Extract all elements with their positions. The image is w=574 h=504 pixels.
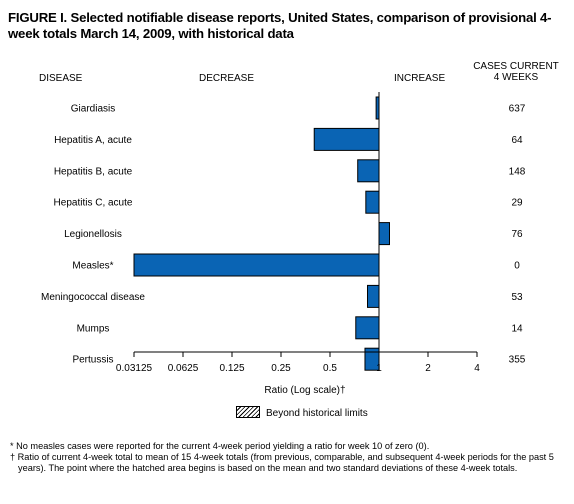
category-label: Hepatitis B, acute <box>54 166 133 177</box>
x-tick-label: 1 <box>376 363 382 374</box>
x-tick-label: 0.125 <box>219 363 244 374</box>
case-count: 29 <box>511 198 523 209</box>
legend-label: Beyond historical limits <box>266 408 368 419</box>
case-counts: 637 64 148 29 76 0 53 14 355 <box>509 104 526 366</box>
case-count: 14 <box>511 323 523 334</box>
decrease-header: DECREASE <box>199 73 255 84</box>
x-tick-label: 2 <box>425 363 431 374</box>
category-label: Measles* <box>72 261 113 272</box>
bar <box>133 253 380 277</box>
x-axis-label: Ratio (Log scale)† <box>264 385 345 396</box>
cases-header-line2: 4 WEEKS <box>493 72 539 83</box>
legend: Beyond historical limits <box>236 406 368 419</box>
category-label: Legionellosis <box>64 229 122 240</box>
bar <box>365 190 380 214</box>
bar <box>378 222 390 246</box>
x-tick-label: 0.25 <box>271 363 291 374</box>
footnote-dagger: † Ratio of current 4-week total to mean … <box>10 452 554 473</box>
bars <box>133 96 390 371</box>
footnote-star: * No measles cases were reported for the… <box>10 441 430 451</box>
case-count: 76 <box>511 229 523 240</box>
category-label: Hepatitis A, acute <box>54 135 132 146</box>
x-tick-label: 4 <box>474 363 480 374</box>
bar <box>355 316 380 340</box>
x-axis-ticks: 0.03125 0.0625 0.125 0.25 0.5 1 2 4 <box>116 352 480 374</box>
ratio-bar-chart: Giardiasis Hepatitis A, acute Hepatitis B,… <box>41 92 526 396</box>
figure-title: FIGURE I. Selected notifiable disease re… <box>8 10 552 41</box>
bar <box>364 347 380 371</box>
case-count: 64 <box>511 135 523 146</box>
bar <box>367 284 380 308</box>
category-label: Meningococcal disease <box>41 292 145 303</box>
disease-column-header: DISEASE <box>39 73 83 84</box>
case-count: 148 <box>509 166 526 177</box>
cases-column-header: CASES CURRENT 4 WEEKS <box>466 61 566 83</box>
case-count: 355 <box>509 355 526 366</box>
category-label: Giardiasis <box>71 104 115 115</box>
increase-header: INCREASE <box>394 73 446 84</box>
bar <box>313 127 380 151</box>
category-labels: Giardiasis Hepatitis A, acute Hepatitis B,… <box>41 104 145 366</box>
hatched-swatch-icon <box>236 406 260 418</box>
case-count: 637 <box>509 104 526 115</box>
case-count: 0 <box>514 261 520 272</box>
category-label: Mumps <box>77 323 110 334</box>
cases-header-line1: CASES CURRENT <box>473 61 559 72</box>
category-label: Hepatitis C, acute <box>54 198 133 209</box>
category-label: Pertussis <box>72 355 113 366</box>
footnotes: * No measles cases were reported for the… <box>8 441 568 474</box>
x-tick-label: 0.0625 <box>168 363 199 374</box>
case-count: 53 <box>511 292 523 303</box>
x-tick-label: 0.03125 <box>116 363 153 374</box>
bar <box>357 159 380 183</box>
x-tick-label: 0.5 <box>323 363 337 374</box>
